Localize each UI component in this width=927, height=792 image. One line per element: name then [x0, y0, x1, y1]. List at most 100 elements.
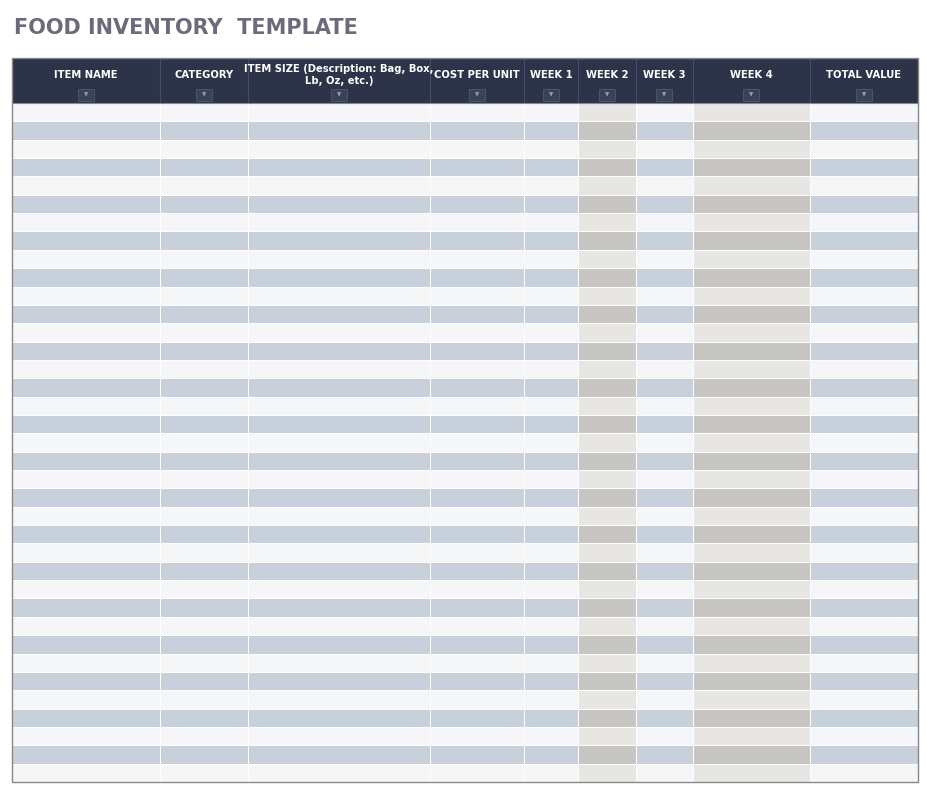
- Bar: [578, 727, 636, 745]
- Bar: [524, 158, 578, 177]
- Bar: [160, 562, 248, 580]
- Bar: [524, 562, 578, 580]
- Bar: [12, 525, 160, 543]
- Bar: [160, 305, 248, 323]
- Bar: [248, 231, 430, 249]
- Bar: [636, 341, 693, 360]
- Bar: [524, 617, 578, 635]
- Bar: [810, 195, 918, 213]
- Bar: [248, 562, 430, 580]
- Bar: [248, 379, 430, 397]
- Bar: [693, 323, 810, 341]
- Bar: [12, 470, 160, 489]
- Bar: [578, 195, 636, 213]
- Bar: [810, 268, 918, 287]
- Bar: [636, 580, 693, 599]
- Bar: [12, 672, 160, 691]
- Bar: [160, 617, 248, 635]
- Text: ▼: ▼: [549, 93, 553, 97]
- Bar: [810, 562, 918, 580]
- Bar: [430, 121, 524, 139]
- Bar: [578, 745, 636, 763]
- Bar: [12, 103, 160, 121]
- Bar: [248, 653, 430, 672]
- Bar: [160, 177, 248, 195]
- Bar: [636, 763, 693, 782]
- Bar: [430, 177, 524, 195]
- Bar: [636, 507, 693, 525]
- Bar: [524, 195, 578, 213]
- Bar: [524, 470, 578, 489]
- Bar: [430, 305, 524, 323]
- Bar: [524, 525, 578, 543]
- Bar: [430, 231, 524, 249]
- Bar: [430, 580, 524, 599]
- Text: ▼: ▼: [475, 93, 479, 97]
- Bar: [248, 360, 430, 379]
- Bar: [248, 672, 430, 691]
- Bar: [160, 691, 248, 709]
- Bar: [810, 249, 918, 268]
- Bar: [524, 543, 578, 562]
- Bar: [160, 543, 248, 562]
- Bar: [636, 599, 693, 617]
- Bar: [636, 397, 693, 415]
- Bar: [693, 268, 810, 287]
- Bar: [543, 89, 559, 101]
- Bar: [524, 451, 578, 470]
- Bar: [810, 653, 918, 672]
- Bar: [656, 89, 672, 101]
- Bar: [430, 397, 524, 415]
- Bar: [248, 727, 430, 745]
- Bar: [248, 341, 430, 360]
- Bar: [693, 691, 810, 709]
- Bar: [430, 562, 524, 580]
- Bar: [196, 89, 212, 101]
- Bar: [12, 543, 160, 562]
- Bar: [693, 653, 810, 672]
- Bar: [636, 249, 693, 268]
- Bar: [810, 213, 918, 231]
- Bar: [430, 249, 524, 268]
- Bar: [636, 489, 693, 507]
- Bar: [430, 360, 524, 379]
- Bar: [12, 231, 160, 249]
- Bar: [810, 397, 918, 415]
- Bar: [578, 451, 636, 470]
- Bar: [636, 268, 693, 287]
- Bar: [578, 341, 636, 360]
- Bar: [430, 709, 524, 727]
- Bar: [578, 562, 636, 580]
- Bar: [693, 562, 810, 580]
- Bar: [430, 617, 524, 635]
- Bar: [248, 433, 430, 451]
- Bar: [248, 543, 430, 562]
- Bar: [578, 249, 636, 268]
- Bar: [578, 268, 636, 287]
- Bar: [810, 379, 918, 397]
- Bar: [12, 562, 160, 580]
- Bar: [810, 341, 918, 360]
- Text: ▼: ▼: [749, 93, 754, 97]
- Bar: [430, 543, 524, 562]
- Bar: [12, 727, 160, 745]
- Bar: [160, 121, 248, 139]
- Bar: [810, 287, 918, 305]
- Text: TOTAL VALUE: TOTAL VALUE: [827, 70, 901, 80]
- Bar: [12, 195, 160, 213]
- Bar: [693, 195, 810, 213]
- Bar: [430, 195, 524, 213]
- Bar: [248, 195, 430, 213]
- Bar: [636, 562, 693, 580]
- Bar: [578, 397, 636, 415]
- Bar: [693, 745, 810, 763]
- Bar: [331, 89, 347, 101]
- Bar: [810, 763, 918, 782]
- Bar: [693, 213, 810, 231]
- Bar: [430, 727, 524, 745]
- Bar: [636, 158, 693, 177]
- Bar: [524, 599, 578, 617]
- Bar: [578, 617, 636, 635]
- Bar: [578, 177, 636, 195]
- Bar: [810, 415, 918, 433]
